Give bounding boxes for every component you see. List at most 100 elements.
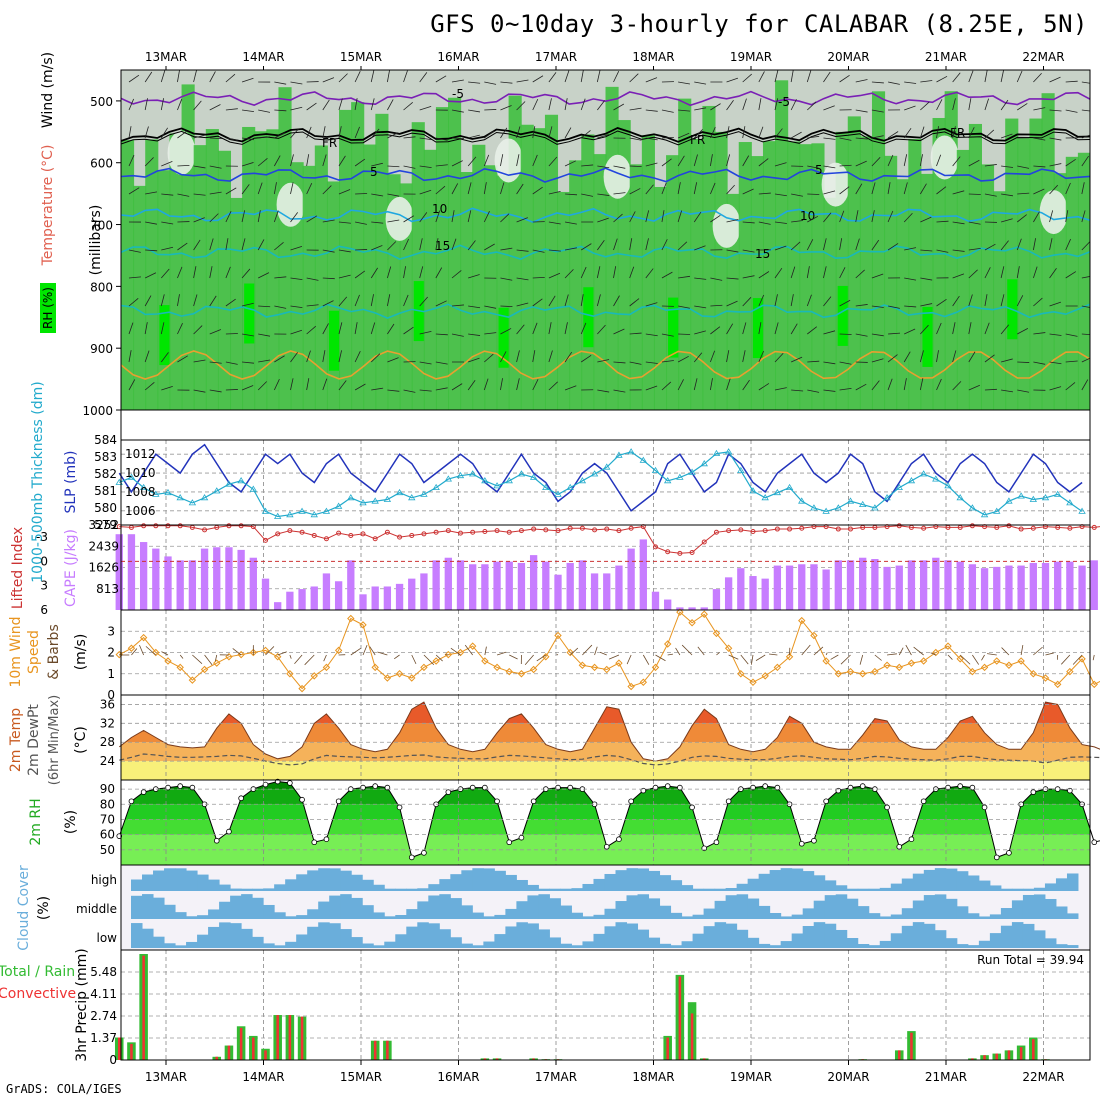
cloud-bar [1000,888,1013,891]
wind-barb [1017,165,1030,169]
wind-barb [952,98,956,111]
cloud-bar [263,943,275,948]
li-point [153,523,159,529]
cape-bar [859,557,867,610]
wind-barb [968,221,981,225]
cloud-bar [329,895,341,919]
wind-speed-point [359,621,367,629]
cloud-bar [406,926,418,948]
wind-barb [984,98,989,111]
cape-bar [286,591,294,610]
wind-barb [1016,238,1022,251]
precip-conv-bar [117,1037,121,1060]
wind-barb [451,238,457,251]
isotherm-label: FR [690,133,705,147]
cloud-bar [384,941,396,948]
wind-barb [742,188,754,195]
wind-barb [193,325,203,335]
cape-bar [554,574,562,610]
surface-wind-barb [179,654,184,659]
wind-barb [435,210,441,223]
wind-barb [193,165,206,169]
wind-barb [500,305,513,308]
surface-wind-barb [594,646,598,656]
surface-wind-barb [435,654,443,662]
wind-barb [500,378,503,391]
wind-barb [1065,182,1071,195]
cloud-bar [758,873,771,891]
precip-conv-bar [1007,1050,1011,1060]
wind-barb [419,105,432,111]
wind-speed-point [895,663,903,672]
wind-barb [855,269,865,279]
wind-barb [774,352,784,363]
rh2m-point [518,834,525,841]
cape-bar [968,564,977,610]
wind-barb [742,126,746,139]
cloud-bar [637,894,650,919]
cape-bar [834,560,842,610]
wind-barb [548,126,553,139]
cloud-bar [241,928,253,948]
li-point [275,531,281,537]
cloud-bar [186,916,198,919]
precip-conv-bar [678,976,682,1060]
wind-barb [193,389,206,393]
cloud-bar [549,898,561,919]
cape-bar [274,602,282,610]
wind-speed-point [627,682,635,691]
surface-wind-barb [145,646,157,656]
thickness-point [883,494,891,501]
wind-barb [823,266,827,279]
wind-barb [564,294,569,307]
cloud-bar [923,895,936,919]
wind-barb [871,135,884,139]
wind-speed-point [578,661,587,669]
cloud-bar [1022,888,1035,891]
wind-speed-point [334,646,343,655]
thickness-point [846,497,855,504]
wind-barb [774,128,783,139]
wind-barb [564,385,577,391]
rh-dry [821,162,850,207]
cape-bar [566,562,574,610]
wind-barb [1081,379,1089,391]
thickness-point [1053,490,1062,497]
wind-barb [693,182,698,195]
wind-barb [742,379,750,391]
wind-barb [144,98,148,111]
wind-barb [338,221,351,224]
wind-barb [209,361,222,364]
cloud-bar [780,868,793,891]
rh2m-point [603,843,610,850]
wind-barb [225,187,237,195]
cloud-bar [593,914,605,919]
wind-barb [855,383,867,391]
li-axis-label: Lifted Index [10,527,26,609]
wind-barb [823,212,832,223]
precip-tick-label: 0 [109,1053,117,1067]
wind-barb [774,294,778,307]
cape-bar [200,548,209,610]
wind-barb [403,238,409,251]
cape-bar [517,562,526,610]
cloud-bar [637,868,650,891]
thickness-point [724,448,733,455]
wind-barb [338,73,348,83]
cape-tick-label: 813 [96,582,119,596]
wind-barb [1049,76,1061,83]
cape-bar [993,566,1001,610]
surface-wind-barb [825,652,828,656]
wind-barb [936,299,947,307]
wind-barb [435,300,447,307]
y-tick-label: 700 [90,219,113,233]
surface-wind-barb [1045,652,1054,656]
wind-barb [1049,267,1057,279]
cloud-bar [450,874,462,891]
cloud-bar [857,906,870,919]
wind-barb [791,220,804,223]
wind-speed-point [505,667,513,676]
wind-barb [435,387,448,391]
wind-barb [1065,109,1078,113]
wind-barb [1033,238,1036,251]
